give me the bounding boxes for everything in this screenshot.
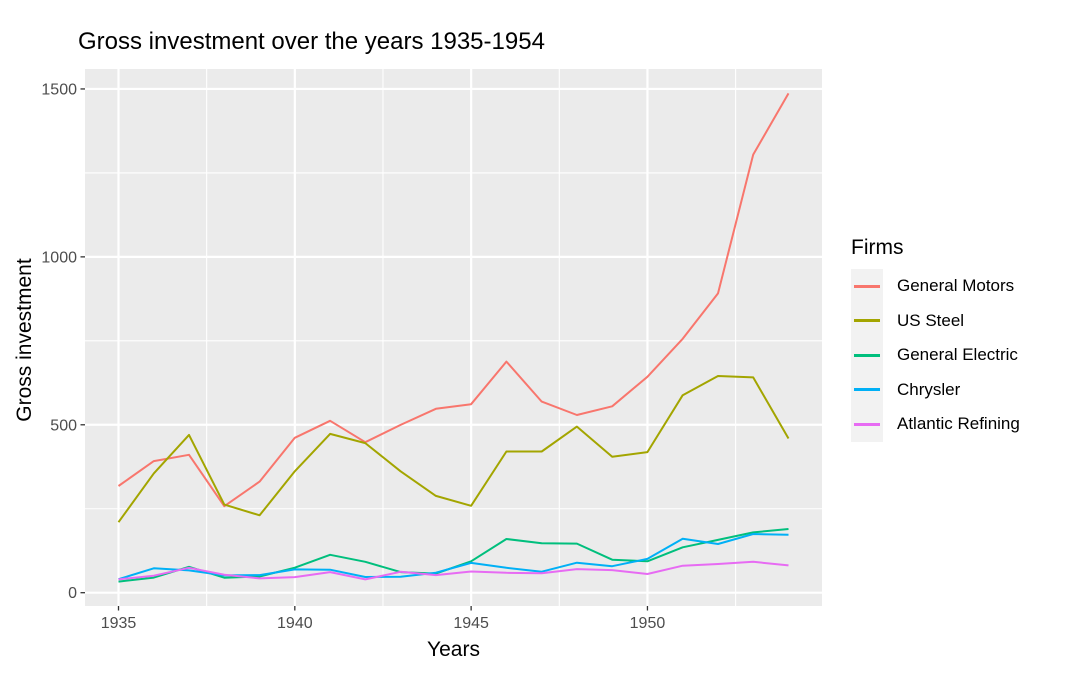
legend-swatch-chrysler	[854, 388, 880, 392]
legend-item-chrysler: Chrysler	[851, 372, 1020, 407]
legend: Firms General Motors US Steel General Elec…	[851, 236, 1020, 442]
legend-label: US Steel	[897, 310, 965, 330]
y-tick-label: 1000	[41, 249, 77, 266]
legend-swatch-general-motors	[854, 284, 880, 288]
legend-key	[851, 372, 883, 407]
legend-label: Atlantic Refining	[897, 414, 1020, 434]
y-tick-label: 0	[68, 585, 77, 602]
legend-swatch-general-electric	[854, 353, 880, 357]
legend-item-general-motors: General Motors	[851, 269, 1020, 304]
legend-item-general-electric: General Electric	[851, 338, 1020, 373]
legend-key	[851, 407, 883, 442]
x-tick-label: 1940	[277, 615, 313, 632]
legend-key	[851, 303, 883, 338]
legend-key	[851, 269, 883, 304]
series-line-atlantic-refining	[118, 560, 789, 581]
series-line-general-motors	[117, 92, 790, 508]
legend-swatch-atlantic-refining	[854, 422, 880, 426]
legend-key	[851, 338, 883, 373]
y-axis-title: Gross investment	[13, 258, 36, 422]
legend-item-us-steel: US Steel	[851, 303, 1020, 338]
legend-swatch-us-steel	[854, 319, 880, 323]
x-tick-label: 1950	[630, 615, 666, 632]
legend-title: Firms	[851, 236, 904, 259]
legend-label: General Motors	[897, 276, 1015, 296]
legend-label: Chrysler	[897, 379, 961, 399]
legend-label: General Electric	[897, 345, 1018, 365]
y-tick-label: 500	[50, 417, 77, 434]
legend-items: General Motors US Steel General Electric Ch…	[851, 269, 1020, 442]
legend-item-atlantic-refining: Atlantic Refining	[851, 407, 1020, 442]
x-tick-label: 1945	[453, 615, 489, 632]
y-tick-label: 1500	[41, 81, 77, 98]
x-tick-label: 1935	[101, 615, 137, 632]
x-axis-title: Years	[427, 638, 480, 661]
series-line-us-steel	[117, 375, 790, 523]
plot-panel	[85, 69, 822, 606]
plot-title: Gross investment over the years 1935-195…	[78, 28, 545, 55]
